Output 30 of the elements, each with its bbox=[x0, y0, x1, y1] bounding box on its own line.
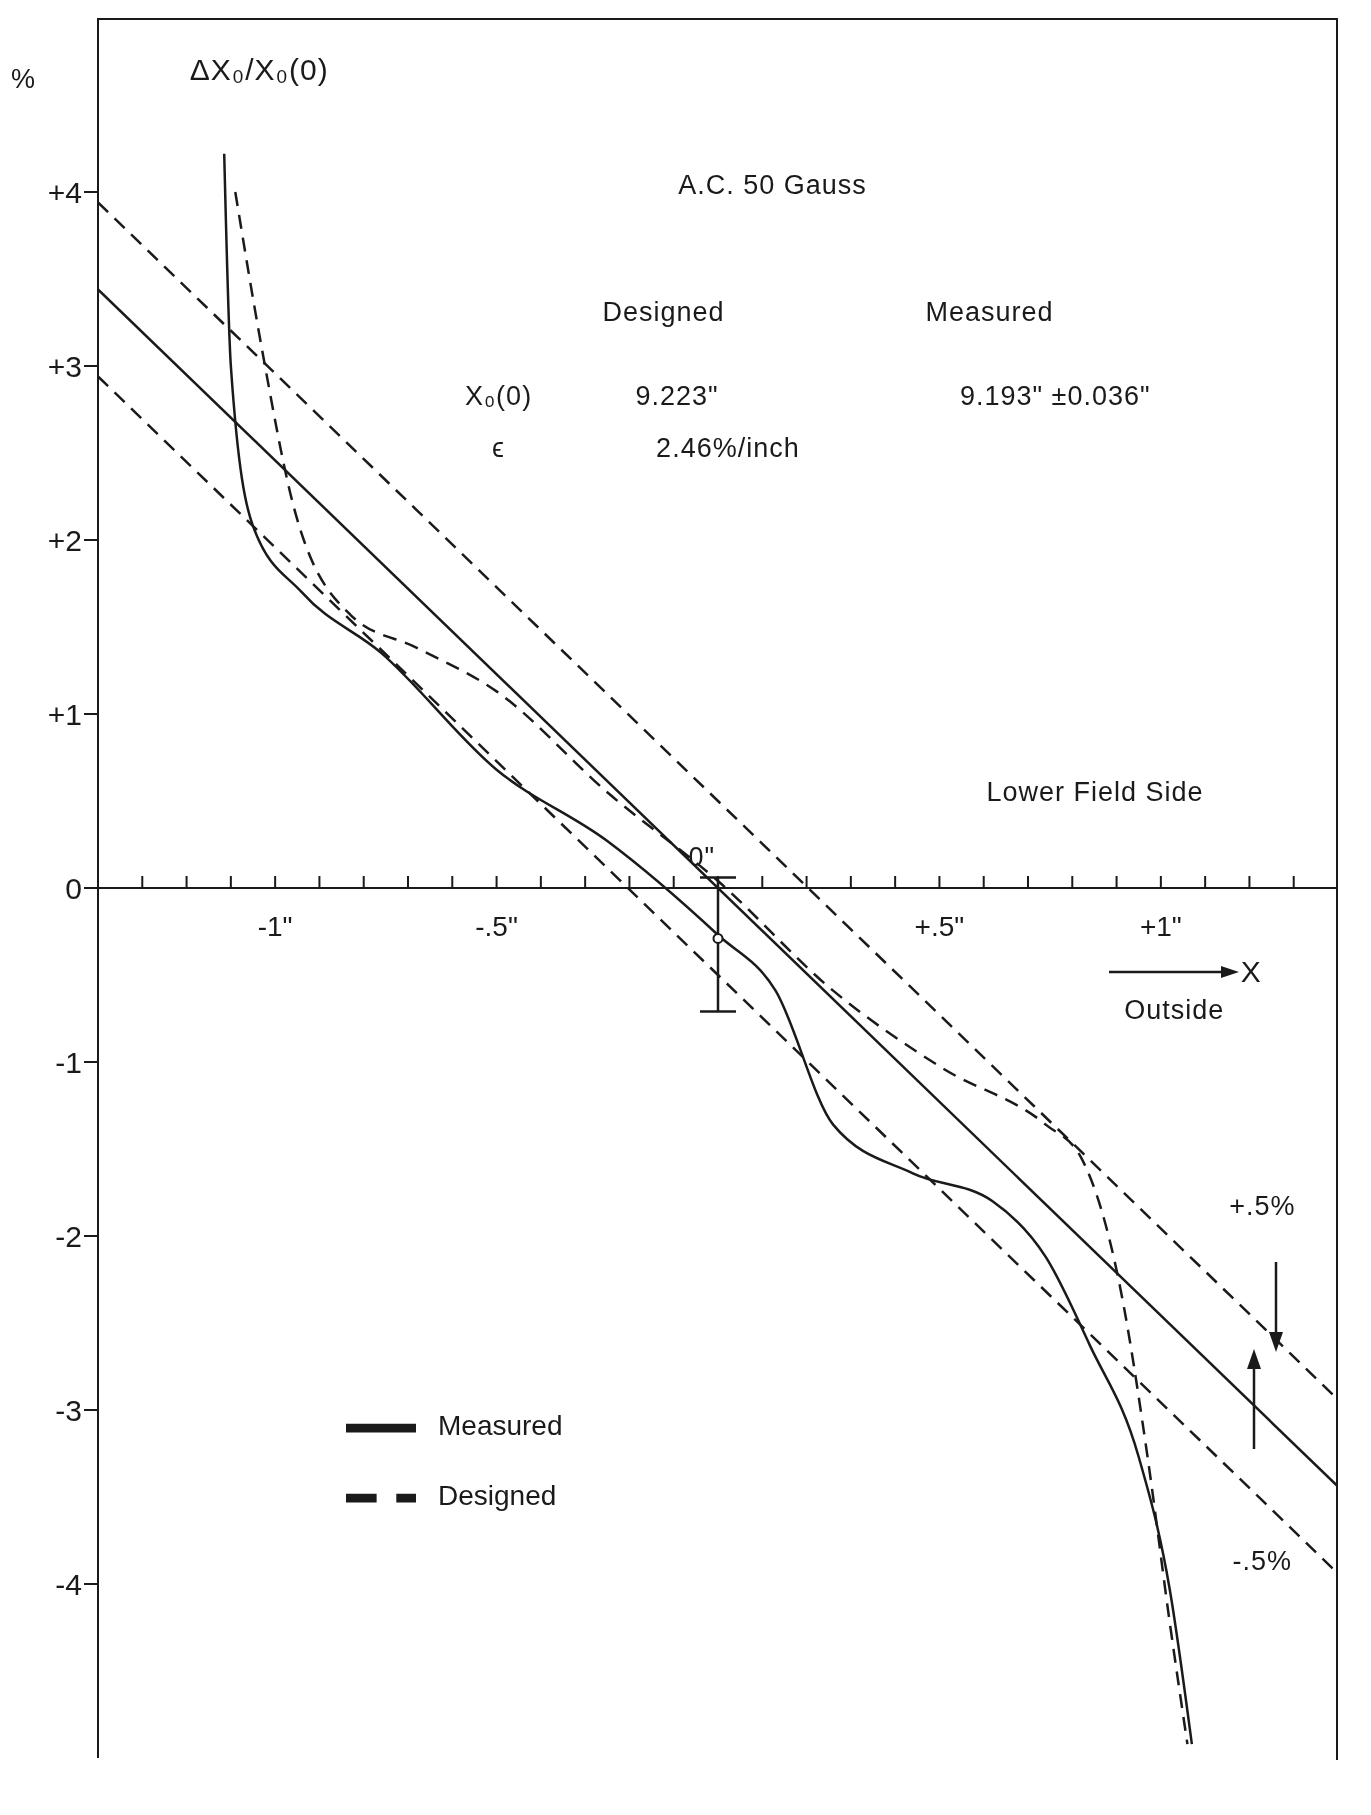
annotation: 9.193" ±0.036" bbox=[959, 380, 1151, 412]
y-tick-label: 0 bbox=[65, 871, 82, 905]
y-tick-label: +4 bbox=[47, 175, 82, 209]
text: % bbox=[11, 63, 37, 95]
x-tick-label: +.5" bbox=[914, 911, 965, 942]
annotation: Measured bbox=[925, 296, 1054, 328]
annotation: ϵ bbox=[492, 432, 505, 464]
annotation: 9.223" bbox=[635, 380, 719, 412]
text: A.C. 50 Gauss bbox=[678, 169, 867, 201]
legend-label: Measured bbox=[438, 1409, 563, 1441]
x-axis-title: X bbox=[1240, 954, 1262, 989]
x-tick-label: -1" bbox=[257, 911, 293, 942]
annotation: Designed bbox=[602, 296, 725, 328]
y-tick-label: -2 bbox=[55, 1219, 82, 1253]
y-tick-label: +2 bbox=[47, 523, 82, 557]
legend-label: Designed bbox=[438, 1479, 557, 1511]
y-tick-label: -4 bbox=[55, 1567, 82, 1601]
y-tick-label: -3 bbox=[55, 1393, 82, 1427]
annotation: X₀(0) bbox=[464, 380, 533, 412]
y-axis-title: ΔX₀/X₀(0) bbox=[189, 53, 329, 88]
annotation: -.5% bbox=[1232, 1545, 1293, 1577]
y-tick-label: -1 bbox=[55, 1045, 82, 1079]
x-tick-label: +1" bbox=[1139, 911, 1182, 942]
y-tick-label: +3 bbox=[47, 349, 82, 383]
annotation: +.5% bbox=[1229, 1190, 1296, 1222]
annotation: 2.46%/inch bbox=[656, 432, 800, 464]
annotation: Outside bbox=[1124, 994, 1225, 1026]
y-tick-label: +1 bbox=[47, 697, 82, 731]
annotation: Lower Field Side bbox=[986, 776, 1204, 808]
x-tick-label: -.5" bbox=[475, 911, 518, 942]
